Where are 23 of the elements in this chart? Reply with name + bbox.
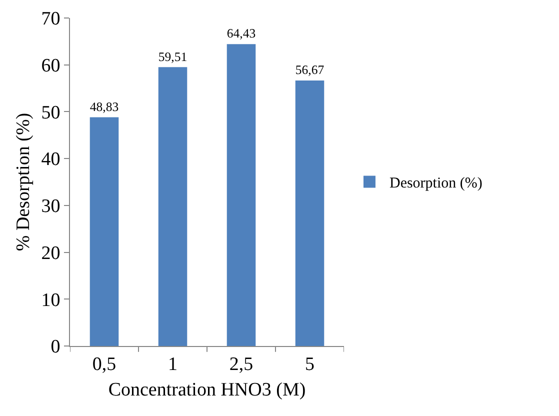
y-tick-label: 70 [41, 8, 60, 30]
x-tick-label: 5 [305, 354, 314, 375]
x-tick-label: 2,5 [229, 354, 254, 375]
data-label: 59,51 [158, 50, 188, 64]
data-label: 48,83 [90, 100, 119, 114]
legend-label: Desorption (%) [389, 176, 482, 192]
bar [158, 67, 188, 346]
bar [295, 80, 324, 346]
y-tick-label: 40 [41, 149, 60, 170]
bar [90, 117, 119, 346]
x-axis-title: Concentration HNO3 (M) [108, 380, 306, 401]
y-tick-label: 30 [41, 196, 60, 218]
data-label: 64,43 [226, 26, 256, 41]
x-tick-label: 1 [168, 354, 178, 375]
y-tick-label: 0 [50, 336, 60, 358]
y-tick-label: 10 [41, 290, 60, 311]
y-tick-label: 20 [41, 242, 60, 264]
y-tick-label: 50 [41, 102, 60, 124]
y-tick-label: 60 [41, 56, 60, 77]
x-tick-label: 0,5 [92, 354, 116, 375]
data-label: 56,67 [295, 63, 325, 78]
y-axis-title: % Desorption (%) [13, 112, 34, 252]
bar [226, 44, 256, 346]
